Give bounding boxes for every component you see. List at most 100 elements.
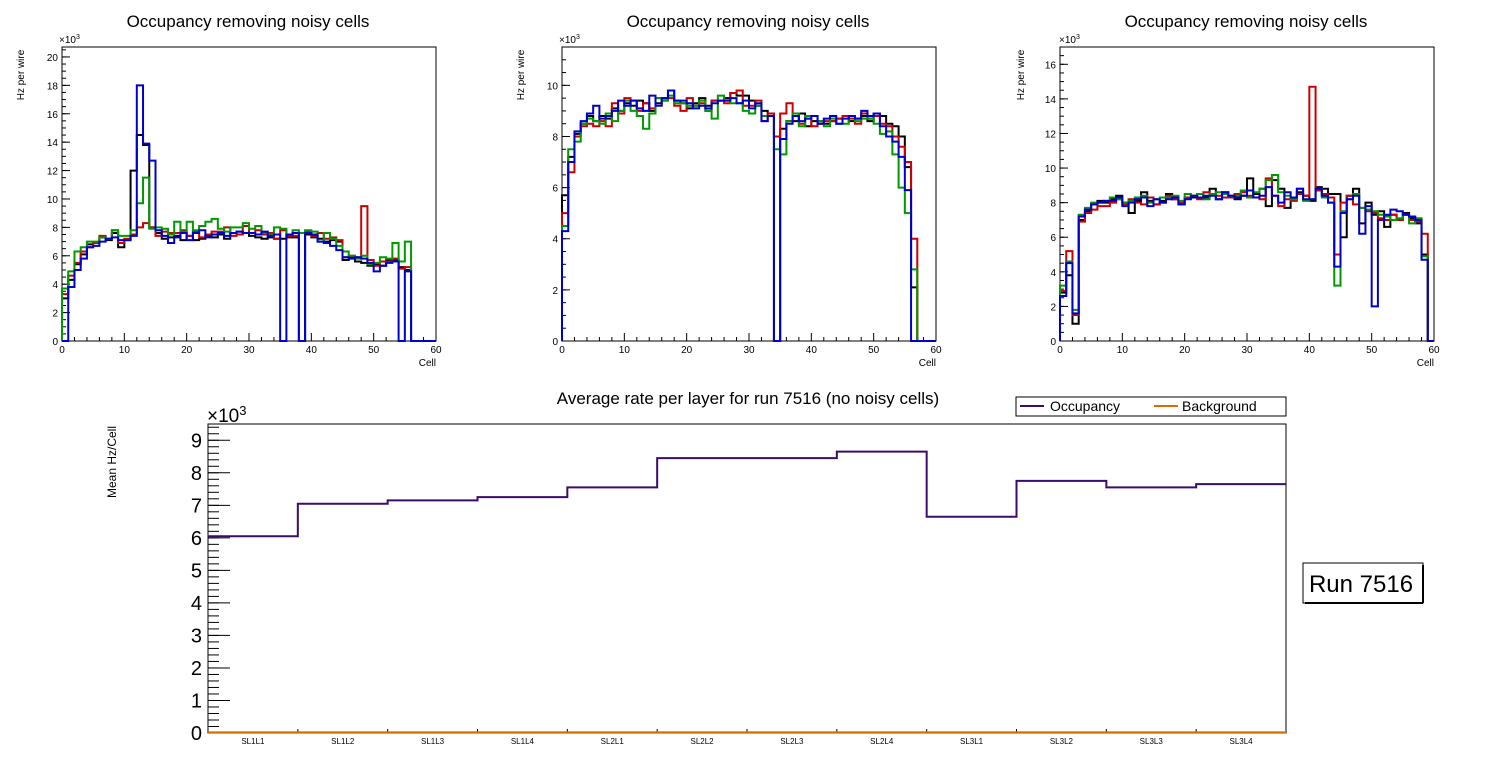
y-tick-label: 8 [1050,199,1056,210]
plot-frame [207,423,1287,734]
run-label-box: Run 7516 [1302,562,1424,604]
y-tick-label: 0 [191,723,202,745]
x-tick-label: 10 [619,345,631,356]
exponent-label: ×103 [1059,34,1080,46]
plot-frame [61,46,437,342]
y-tick-label: 9 [191,430,202,452]
y-tick-label: 8 [52,223,58,234]
chart-title: Average rate per layer for run 7516 (no … [557,389,939,408]
x-category-label: SL2L2 [691,737,715,746]
legend-occupancy-label: Occupancy [1050,398,1120,414]
y-axis-label: Hz per wire [516,49,527,100]
x-tick-label: 40 [806,345,818,356]
axes: 0 10 20 30 40 50 60 0 2 4 6 8 10 12 14 16 18 20 [47,49,442,356]
x-category-label: SL3L4 [1230,737,1254,746]
y-tick-label: 4 [52,280,58,291]
occupancy-panel-sl1: Occupancy removing noisy cells Hz per wi… [16,12,442,369]
y-tick-label: 20 [47,53,59,64]
series-blue-line [1059,186,1434,342]
y-tick-label: 16 [1045,60,1057,71]
chart-title: Occupancy removing noisy cells [127,12,370,31]
x-tick-label: 20 [181,345,193,356]
y-tick-label: 6 [552,184,558,195]
exponent-label: ×103 [207,403,246,427]
y-tick-label: 10 [1045,164,1057,175]
x-axis-label: Cell [919,358,936,369]
exponent-label: ×103 [559,34,580,46]
y-tick-label: 4 [191,593,202,615]
series-blue-line [62,84,436,342]
series-green-line [61,176,436,342]
x-tick-label: 40 [1304,345,1316,356]
x-category-label: SL1L4 [511,737,535,746]
axes: 0 10 20 30 40 50 60 0 2 4 6 8 10 [547,46,942,356]
x-category-label: SL3L3 [1140,737,1164,746]
y-tick-label: 8 [191,463,202,485]
series-group [1059,85,1434,342]
y-tick-label: 14 [1045,95,1057,106]
x-category-label: SL1L1 [241,737,265,746]
legend-box [1015,396,1287,417]
y-axis-label: Hz per wire [1016,49,1027,100]
plot-frame [561,46,937,342]
series-group [561,89,936,342]
run-label-frame [1302,562,1424,604]
run-label: Run 7516 [1309,571,1413,598]
x-category-label: SL2L4 [870,737,894,746]
y-tick-label: 2 [191,658,202,680]
x-tick-label: 0 [1057,345,1063,356]
y-tick-label: 6 [52,252,58,263]
series-occupancy-line [208,450,1286,538]
y-tick-label: 3 [191,625,202,647]
x-tick-label: 0 [559,345,565,356]
x-tick-label: 30 [1241,345,1253,356]
x-tick-label: 0 [59,345,65,356]
x-tick-label: 50 [1366,345,1378,356]
x-tick-label: 50 [368,345,380,356]
chart-title: Occupancy removing noisy cells [1125,12,1368,31]
x-category-label: SL3L1 [960,737,984,746]
x-tick-label: 30 [243,345,255,356]
x-category-label: SL1L3 [421,737,445,746]
chart-title: Occupancy removing noisy cells [627,12,870,31]
x-axis-label: Cell [1417,358,1434,369]
series-green-line [561,94,936,342]
x-tick-label: 10 [1117,345,1129,356]
series-blue-line [561,89,936,342]
x-axis-label: Cell [419,358,436,369]
y-tick-label: 16 [47,110,59,121]
x-tick-label: 50 [868,345,880,356]
y-tick-label: 0 [52,337,58,348]
y-tick-label: 7 [191,495,202,517]
series-group [61,84,436,342]
series-group [208,450,1286,734]
y-tick-label: 6 [191,528,202,550]
y-tick-label: 4 [552,235,558,246]
y-tick-label: 12 [47,167,59,178]
y-tick-label: 2 [52,309,58,320]
x-category-label: SL2L1 [601,737,625,746]
y-tick-label: 6 [1050,233,1056,244]
occupancy-panel-sl2: Occupancy removing noisy cells Hz per wi… [516,12,942,369]
y-tick-label: 0 [552,337,558,348]
x-tick-label: 20 [1179,345,1191,356]
y-tick-label: 2 [552,286,558,297]
y-tick-label: 14 [47,138,59,149]
axes: 0 10 20 30 40 50 60 0 2 4 6 8 10 12 14 16 [1045,46,1440,356]
x-category-label: SL3L2 [1050,737,1074,746]
x-tick-label: 60 [1428,345,1440,356]
y-tick-label: 2 [1050,302,1056,313]
occupancy-panel-sl3: Occupancy removing noisy cells Hz per wi… [1016,12,1440,369]
axes: 0 1 2 3 4 5 6 7 8 9 SL1L1 SL1L2 SL1L3 SL1L4 SL2L1 SL2L2… [191,426,1254,746]
x-tick-label: 20 [681,345,693,356]
x-tick-label: 40 [306,345,318,356]
x-tick-label: 10 [119,345,131,356]
y-tick-label: 18 [47,81,59,92]
y-tick-label: 10 [47,195,59,206]
y-axis-label: Mean Hz/Cell [105,426,119,498]
legend-background-label: Background [1182,398,1257,414]
x-category-label: SL2L3 [780,737,804,746]
y-tick-label: 0 [1050,337,1056,348]
x-tick-label: 60 [930,345,942,356]
